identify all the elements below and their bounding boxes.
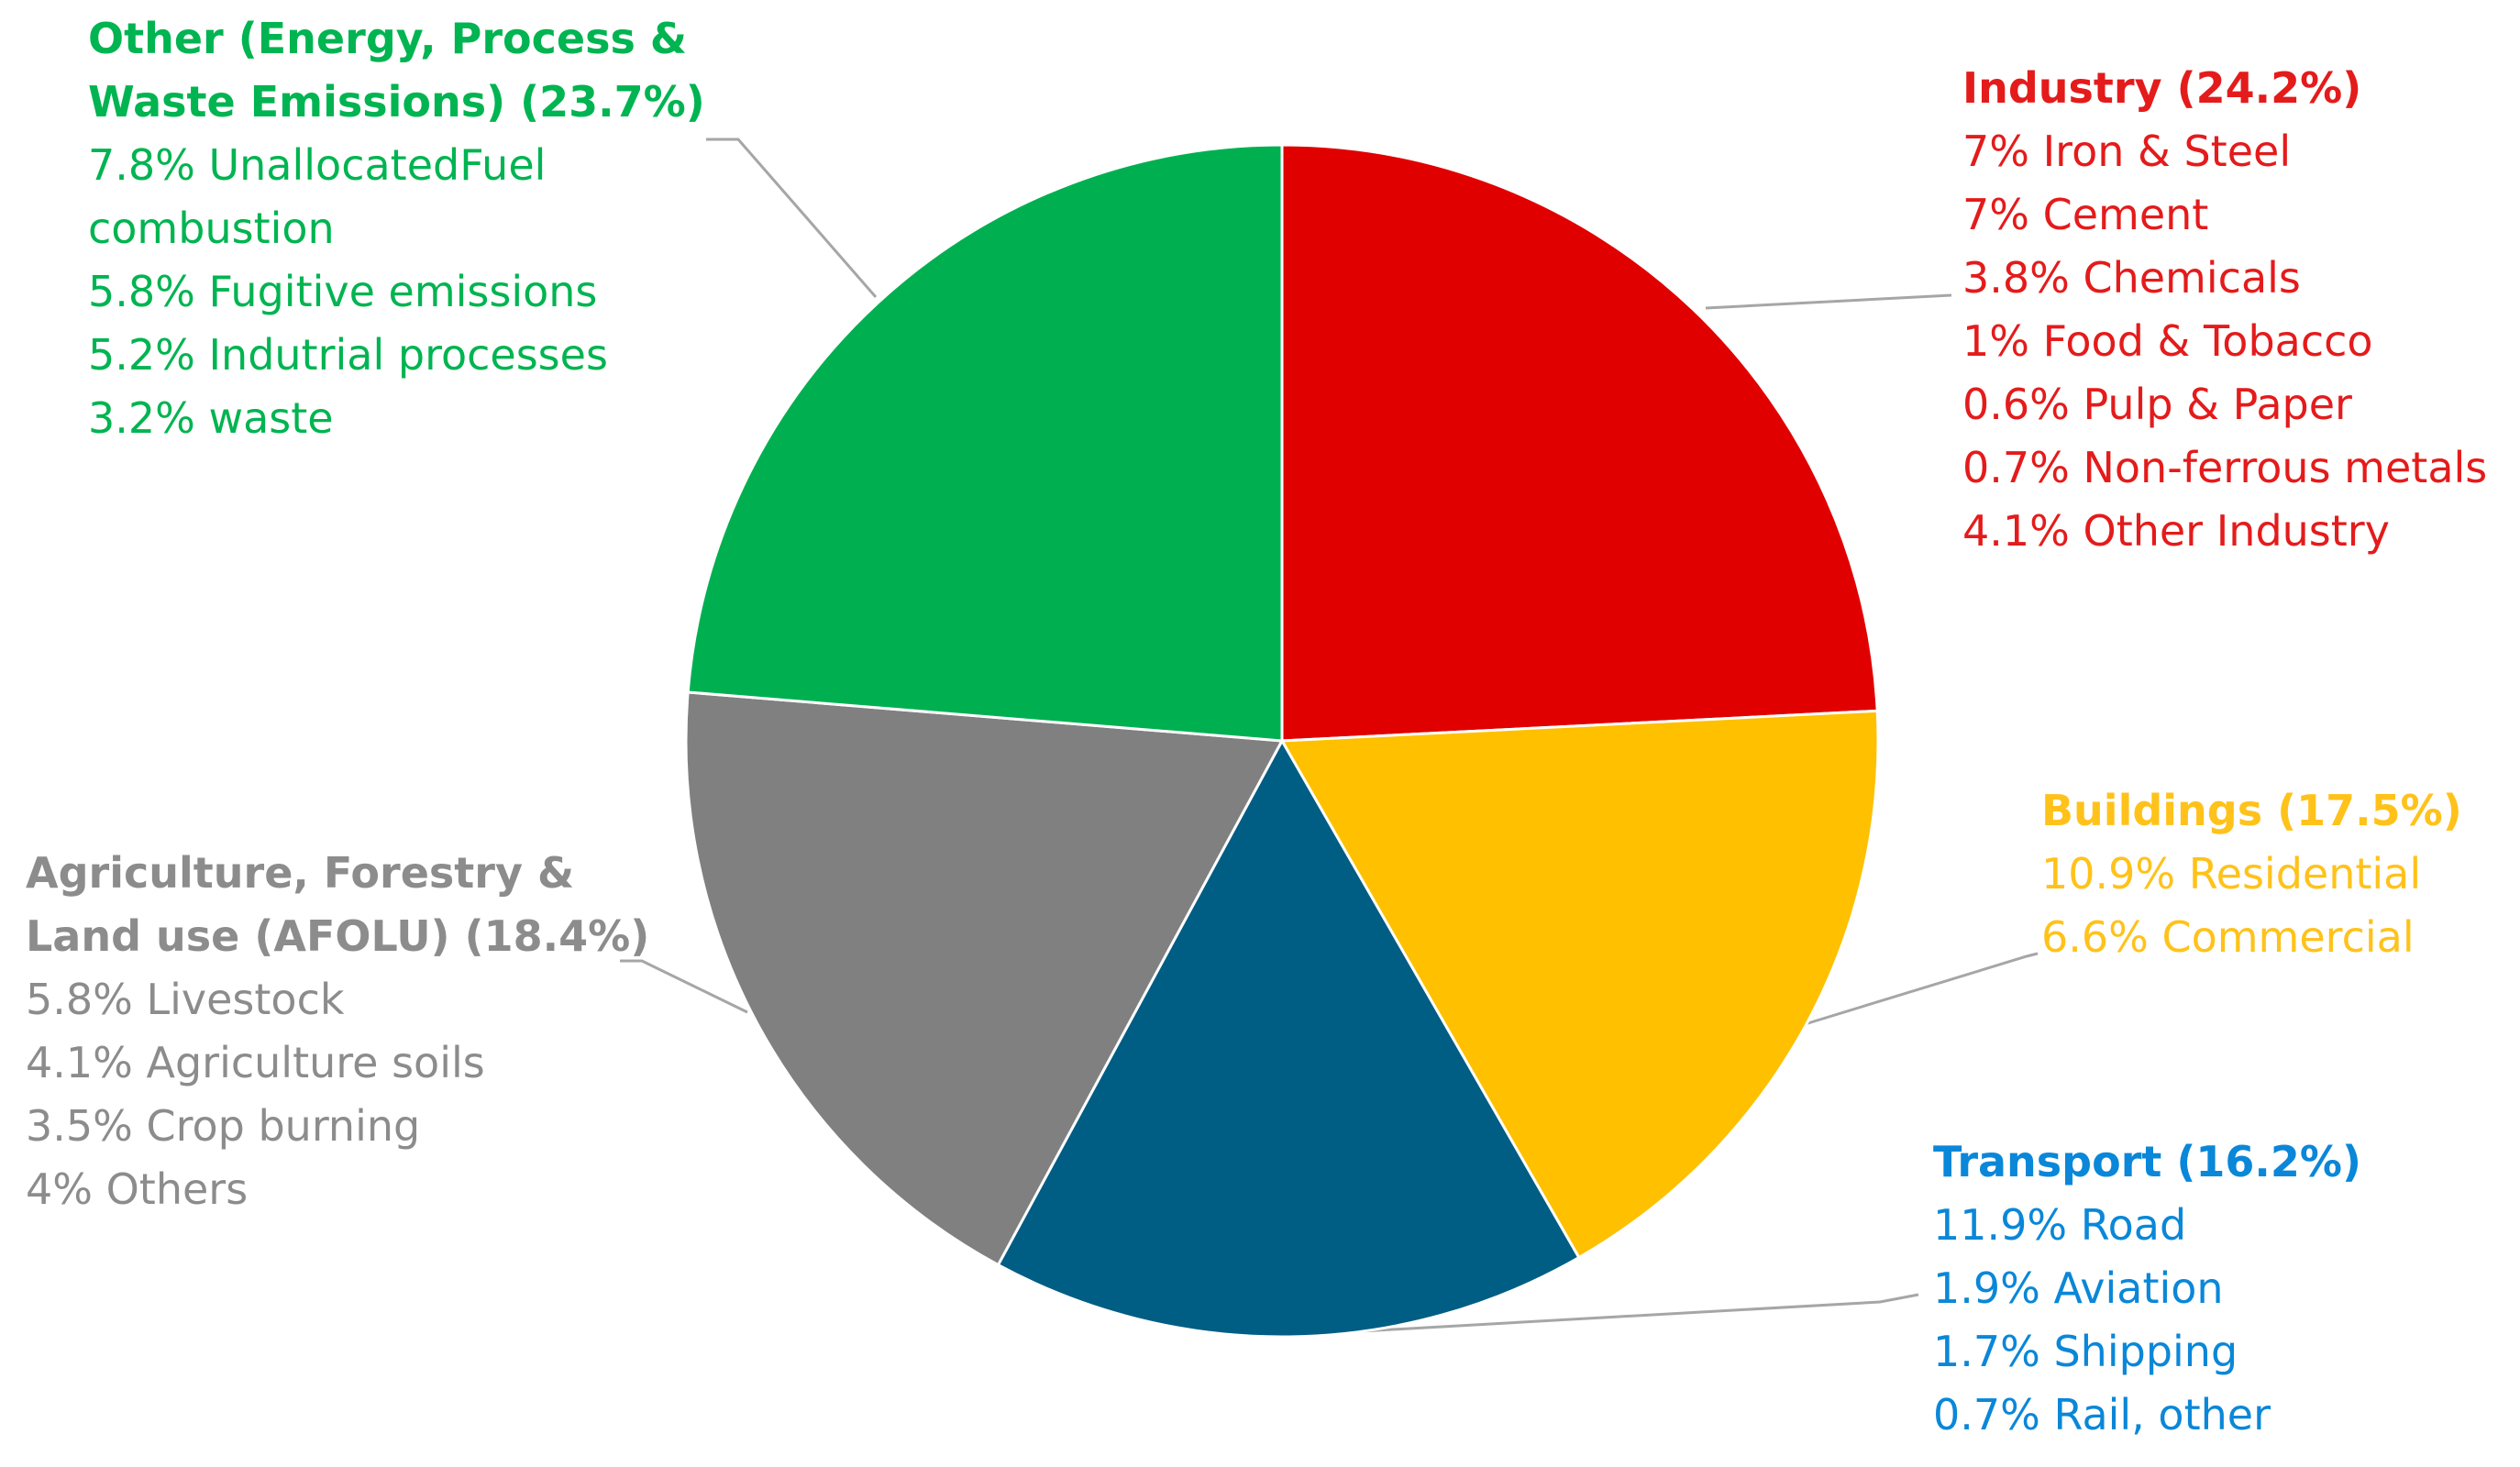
label-item-industry: 1% Food & Tobacco (1962, 316, 2373, 366)
label-header-industry: Industry (24.2%) (1962, 63, 2361, 113)
label-header-other: Other (Energy, Process & (88, 14, 687, 63)
slice-label-transport: Transport (16.2%) 11.9% Road 1.9% Aviation… (1933, 1137, 2361, 1439)
leader-lines (620, 138, 2039, 1336)
label-header-buildings: Buildings (17.5%) (2041, 786, 2462, 835)
label-header-afolu: Land use (AFOLU) (18.4%) (26, 911, 649, 961)
label-item-transport: 1.7% Shipping (1933, 1327, 2238, 1376)
label-item-afolu: 4% Others (26, 1164, 248, 1214)
pie-slice-buildings (1279, 709, 1880, 1260)
slice-label-industry: Industry (24.2%) 7% Iron & Steel 7% Cement… (1962, 63, 2487, 556)
label-item-industry: 7% Iron & Steel (1962, 127, 2291, 176)
label-item-other: 5.8% Fugitive emissions (88, 267, 597, 316)
label-item-industry: 0.6% Pulp & Paper (1962, 380, 2352, 429)
pie-slices (684, 143, 1880, 1339)
leader-line-transport (1310, 1293, 1919, 1336)
slice-label-afolu: Agriculture, Forestry & Land use (AFOLU) … (26, 848, 649, 1214)
label-header-other: Waste Emissions) (23.7%) (88, 77, 705, 127)
pie-slice-afolu (684, 690, 1285, 1267)
label-item-afolu: 4.1% Agriculture soils (26, 1038, 485, 1087)
label-item-industry: 7% Cement (1962, 190, 2208, 239)
label-item-transport: 1.9% Aviation (1933, 1263, 2224, 1313)
label-item-industry: 3.8% Chemicals (1962, 253, 2301, 303)
leader-line-other (706, 138, 878, 298)
slice-label-other: Other (Energy, Process & Waste Emissions)… (88, 14, 705, 443)
label-item-afolu: 3.5% Crop burning (26, 1101, 420, 1151)
label-header-afolu: Agriculture, Forestry & (26, 848, 574, 898)
label-item-other: 7.8% UnallocatedFuel (88, 140, 546, 190)
leader-line-industry (1705, 293, 1952, 310)
slice-labels: Industry (24.2%) 7% Iron & Steel 7% Cement… (26, 14, 2487, 1439)
label-item-other: 5.2% Indutrial processes (88, 330, 608, 380)
label-header-transport: Transport (16.2%) (1933, 1137, 2361, 1186)
pie-slice-transport (996, 737, 1581, 1339)
label-item-transport: 11.9% Road (1933, 1200, 2186, 1250)
label-item-industry: 0.7% Non-ferrous metals (1962, 443, 2487, 492)
label-item-other: 3.2% waste (88, 393, 334, 443)
pie-slice-industry (1280, 143, 1879, 743)
label-item-afolu: 5.8% Livestock (26, 975, 345, 1024)
label-item-other: combustion (88, 204, 335, 253)
leader-line-buildings (1801, 952, 2039, 1027)
leader-line-afolu (620, 959, 748, 1014)
label-item-buildings: 6.6% Commercial (2041, 912, 2415, 962)
pie-slice-other (686, 143, 1284, 743)
label-item-industry: 4.1% Other Industry (1962, 506, 2390, 556)
label-item-buildings: 10.9% Residential (2041, 849, 2421, 899)
slice-label-buildings: Buildings (17.5%) 10.9% Residential 6.6% C… (2041, 786, 2462, 962)
label-item-transport: 0.7% Rail, other (1933, 1390, 2271, 1439)
